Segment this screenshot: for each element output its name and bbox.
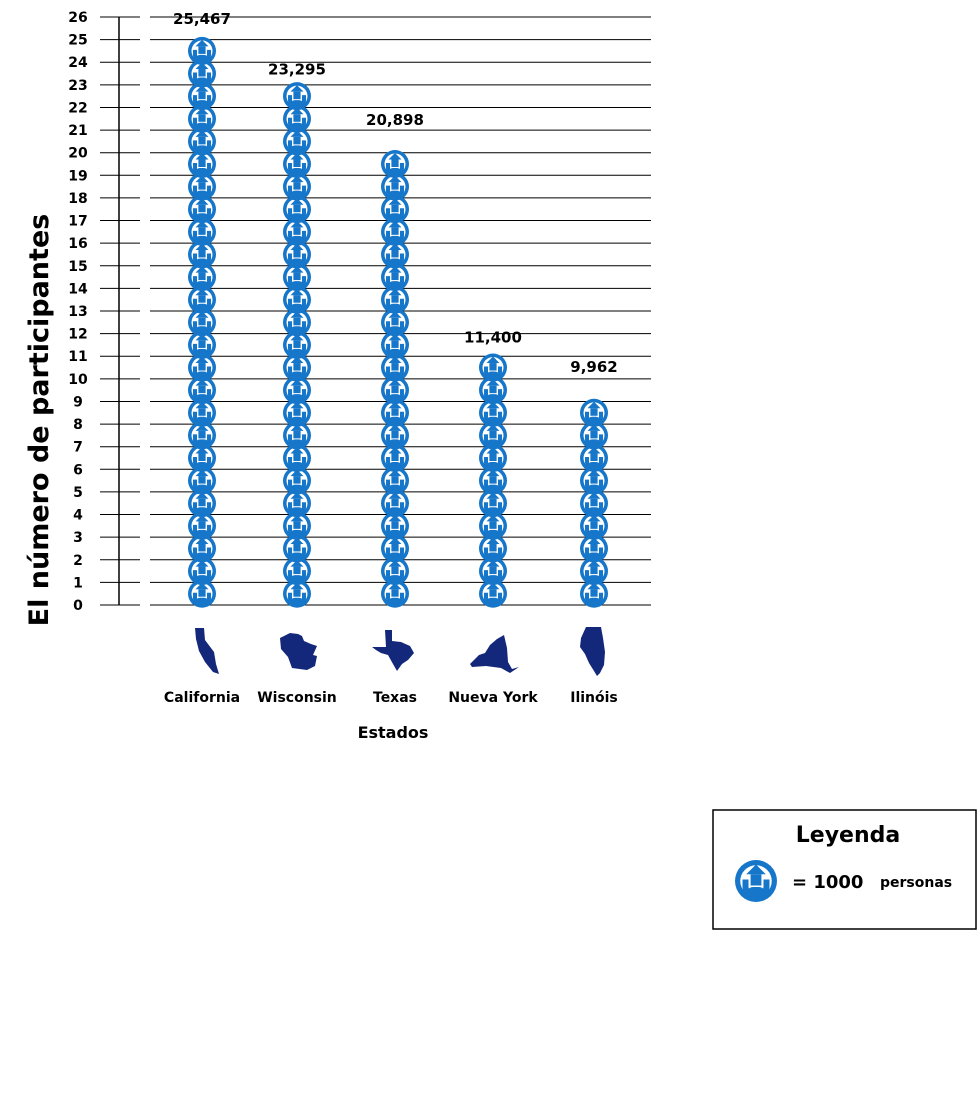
category-label: Wisconsin — [257, 690, 337, 706]
y-tick-label: 11 — [68, 349, 87, 365]
y-tick-label: 23 — [68, 78, 87, 94]
value-label: 11,400 — [464, 329, 522, 347]
person-icon — [283, 82, 311, 111]
category-label: California — [164, 690, 240, 706]
legend-equals-value: = 1000 — [792, 872, 863, 893]
y-tick-label: 10 — [68, 372, 88, 388]
legend: Leyenda = 1000 personas — [712, 809, 977, 930]
y-tick-label: 15 — [68, 259, 87, 275]
y-tick-label: 5 — [73, 485, 83, 501]
legend-unit: personas — [880, 875, 952, 891]
y-tick-label: 13 — [68, 304, 87, 320]
y-tick-label: 12 — [68, 327, 87, 343]
y-axis: 0123456789101112131415161718192021222324… — [68, 10, 140, 614]
y-tick-label: 18 — [68, 191, 87, 207]
wisconsin-map-icon — [280, 633, 317, 670]
value-label: 9,962 — [570, 358, 617, 376]
value-labels: 25,467 23,295 20,898 11,400 9,962 — [173, 10, 618, 376]
value-label: 23,295 — [268, 60, 326, 78]
y-tick-label: 0 — [73, 598, 83, 614]
y-tick-label: 25 — [68, 33, 87, 49]
california-map-icon — [195, 628, 219, 674]
y-axis-title: El número de participantes — [24, 214, 55, 627]
illinois-map-icon — [580, 627, 605, 676]
y-tick-label: 4 — [73, 508, 83, 524]
y-tick-label: 24 — [68, 55, 88, 71]
category-label: Ilinóis — [570, 690, 618, 706]
category-label: Nueva York — [448, 690, 538, 706]
y-tick-label: 1 — [73, 575, 83, 591]
state-maps — [195, 627, 605, 676]
y-tick-label: 2 — [73, 553, 83, 569]
y-tick-label: 6 — [73, 462, 83, 478]
category-label: Texas — [373, 690, 417, 706]
y-tick-label: 21 — [68, 123, 87, 139]
y-tick-label: 7 — [73, 440, 83, 456]
y-tick-label: 8 — [73, 417, 83, 433]
new-york-map-icon — [470, 635, 519, 673]
y-tick-label: 20 — [68, 146, 88, 162]
y-tick-label: 9 — [73, 394, 83, 410]
legend-title: Leyenda — [796, 823, 900, 848]
y-tick-label: 19 — [68, 168, 87, 184]
category-labels: California Wisconsin Texas Nueva York Ilinói… — [164, 690, 618, 706]
y-tick-label: 26 — [68, 10, 87, 26]
legend-person-icon — [735, 860, 777, 902]
value-label: 25,467 — [173, 10, 231, 28]
person-icon — [188, 36, 216, 65]
series-texas — [381, 150, 409, 608]
y-tick-label: 16 — [68, 236, 87, 252]
y-tick-label: 3 — [73, 530, 83, 546]
person-icon — [580, 398, 608, 427]
y-tick-label: 17 — [68, 214, 87, 230]
value-label: 20,898 — [366, 111, 424, 129]
x-axis-title: Estados — [358, 723, 429, 742]
person-icon — [381, 150, 409, 178]
y-tick-label: 22 — [68, 100, 87, 116]
texas-map-icon — [372, 630, 414, 671]
person-icon — [479, 353, 507, 382]
y-tick-label: 14 — [68, 281, 88, 297]
